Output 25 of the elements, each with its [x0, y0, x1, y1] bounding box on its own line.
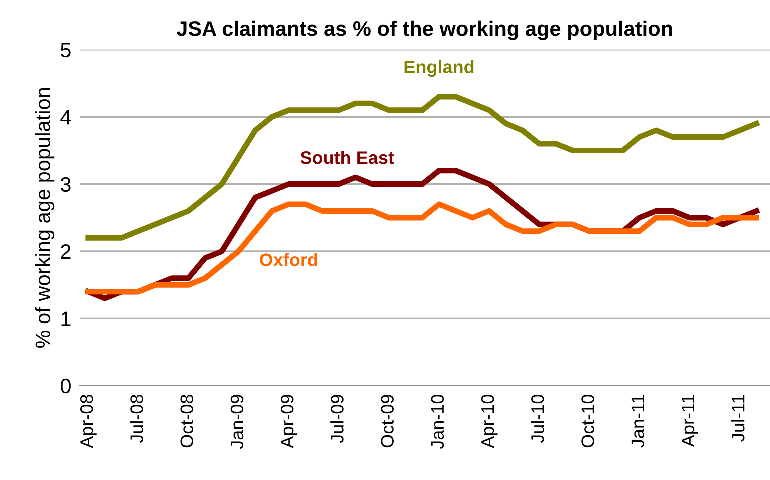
x-tick-label: Oct-09 — [381, 395, 394, 448]
y-tick-label: 4 — [60, 110, 72, 125]
x-tick-label: Jul-10 — [531, 394, 544, 444]
x-tick-label: Jan-09 — [230, 395, 244, 450]
x-tick-label: Jan-11 — [632, 395, 645, 448]
y-axis-title: % of working age population — [35, 88, 55, 348]
x-tick-label: Oct-08 — [180, 395, 194, 448]
x-tick-label: Jul-11 — [732, 395, 745, 442]
x-tick-label: Jan-10 — [431, 394, 444, 450]
x-tick-label: Apr-09 — [280, 395, 298, 448]
series-label: South East — [300, 151, 394, 164]
y-tick-label: 3 — [60, 177, 71, 192]
series-label: England — [404, 60, 474, 78]
x-tick-label: Apr-10 — [481, 394, 498, 448]
y-tick-label: 2 — [61, 244, 71, 260]
x-tick-label: Apr-11 — [682, 395, 698, 448]
x-tick-label: Jul-08 — [130, 395, 144, 444]
chart-title: JSA claimants as % of the working age population — [176, 20, 672, 40]
y-tick-label: 0 — [60, 378, 71, 394]
series-label: Oxford — [260, 253, 318, 266]
y-tick-label: 5 — [60, 43, 71, 58]
y-tick-label: 1 — [62, 312, 71, 326]
x-tick-label: Oct-10 — [582, 394, 594, 448]
x-tick-label: Apr-08 — [80, 395, 97, 448]
x-tick-label: Jul-09 — [330, 395, 344, 444]
